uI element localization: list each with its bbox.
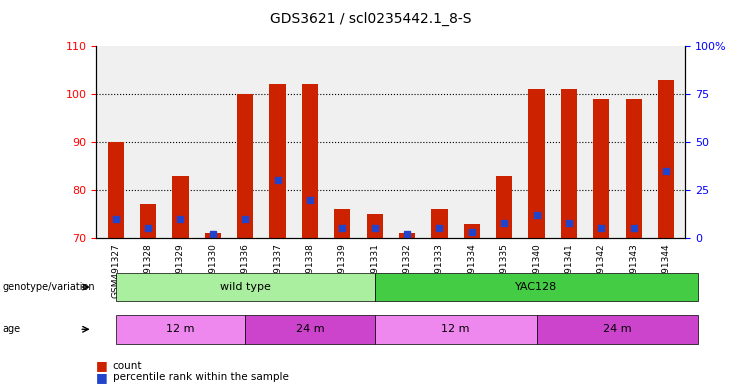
- Bar: [431, 209, 448, 238]
- Text: percentile rank within the sample: percentile rank within the sample: [113, 372, 288, 382]
- Bar: [205, 233, 221, 238]
- Text: 24 m: 24 m: [603, 324, 632, 334]
- Bar: [367, 214, 383, 238]
- Text: 24 m: 24 m: [296, 324, 325, 334]
- Bar: [496, 175, 512, 238]
- Text: ■: ■: [96, 359, 108, 372]
- Text: wild type: wild type: [220, 282, 270, 292]
- Text: YAC128: YAC128: [516, 282, 558, 292]
- Text: count: count: [113, 361, 142, 371]
- Bar: [270, 84, 286, 238]
- Bar: [173, 175, 188, 238]
- Text: 12 m: 12 m: [442, 324, 470, 334]
- Bar: [528, 89, 545, 238]
- Text: age: age: [2, 324, 20, 334]
- Text: genotype/variation: genotype/variation: [2, 282, 95, 292]
- Text: ■: ■: [96, 371, 108, 384]
- Bar: [625, 99, 642, 238]
- Bar: [107, 142, 124, 238]
- Bar: [140, 204, 156, 238]
- Bar: [302, 84, 318, 238]
- Bar: [237, 94, 253, 238]
- Bar: [594, 99, 609, 238]
- Bar: [561, 89, 577, 238]
- Bar: [464, 223, 480, 238]
- Text: GDS3621 / scl0235442.1_8-S: GDS3621 / scl0235442.1_8-S: [270, 12, 471, 26]
- Bar: [334, 209, 350, 238]
- Bar: [658, 79, 674, 238]
- Bar: [399, 233, 415, 238]
- Text: 12 m: 12 m: [166, 324, 195, 334]
